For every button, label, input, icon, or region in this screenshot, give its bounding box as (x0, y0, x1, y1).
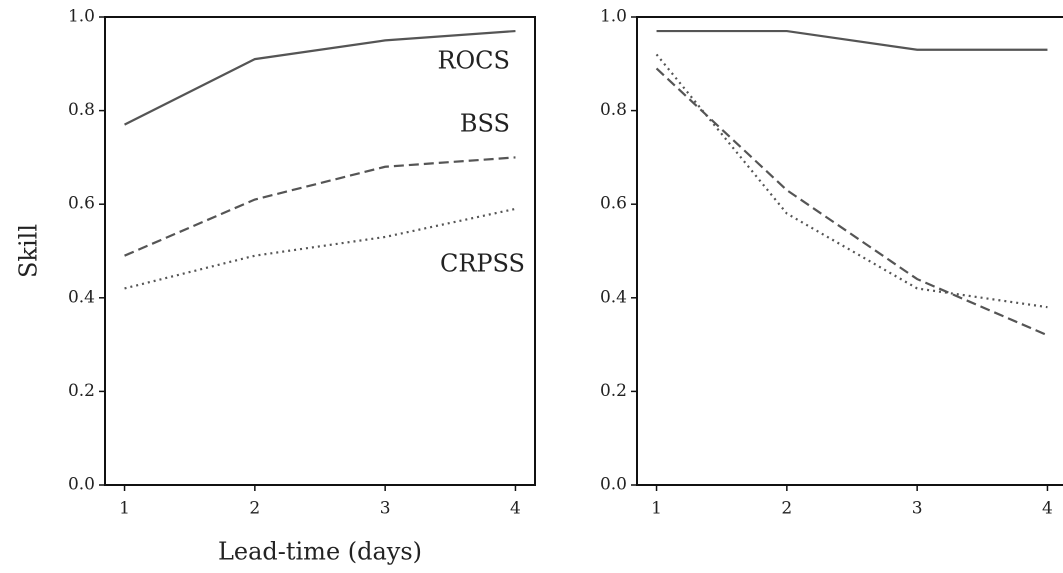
y-tick-label: 0.0 (600, 475, 627, 495)
x-tick-label: 2 (781, 499, 792, 519)
series-label: ROCS (437, 47, 510, 75)
x-tick-label: 4 (510, 499, 521, 519)
line (124, 156, 516, 257)
x-axis-label: Lead-time (days) (218, 538, 422, 566)
y-tick-label: 0.2 (600, 381, 627, 401)
y-tick-label: 0.0 (68, 475, 95, 495)
y-tick-label: 0.6 (68, 194, 95, 214)
y-tick-label: 0.6 (600, 194, 627, 214)
y-tick-label: 1.0 (68, 7, 95, 27)
series-label: CRPSS (440, 250, 525, 278)
line (655, 53, 1048, 309)
axes-frame (636, 16, 1063, 486)
x-tick-label: 3 (380, 499, 391, 519)
x-tick-label: 4 (1042, 499, 1053, 519)
x-tick-label: 1 (119, 499, 130, 519)
y-tick-label: 0.4 (600, 287, 627, 307)
series-label: BSS (460, 110, 510, 138)
x-tick-label: 2 (249, 499, 260, 519)
y-tick-label: 0.2 (68, 381, 95, 401)
y-tick-label: 1.0 (600, 7, 627, 27)
line (124, 207, 516, 290)
line (124, 29, 516, 126)
line (656, 29, 1048, 51)
line (655, 67, 1048, 337)
axes-frame (104, 16, 536, 486)
x-tick-label: 1 (651, 499, 662, 519)
y-tick-label: 0.8 (68, 100, 95, 120)
x-tick-label: 3 (912, 499, 923, 519)
y-axis-label: Skill (15, 224, 43, 278)
y-tick-label: 0.4 (68, 287, 95, 307)
y-tick-label: 0.8 (600, 100, 627, 120)
